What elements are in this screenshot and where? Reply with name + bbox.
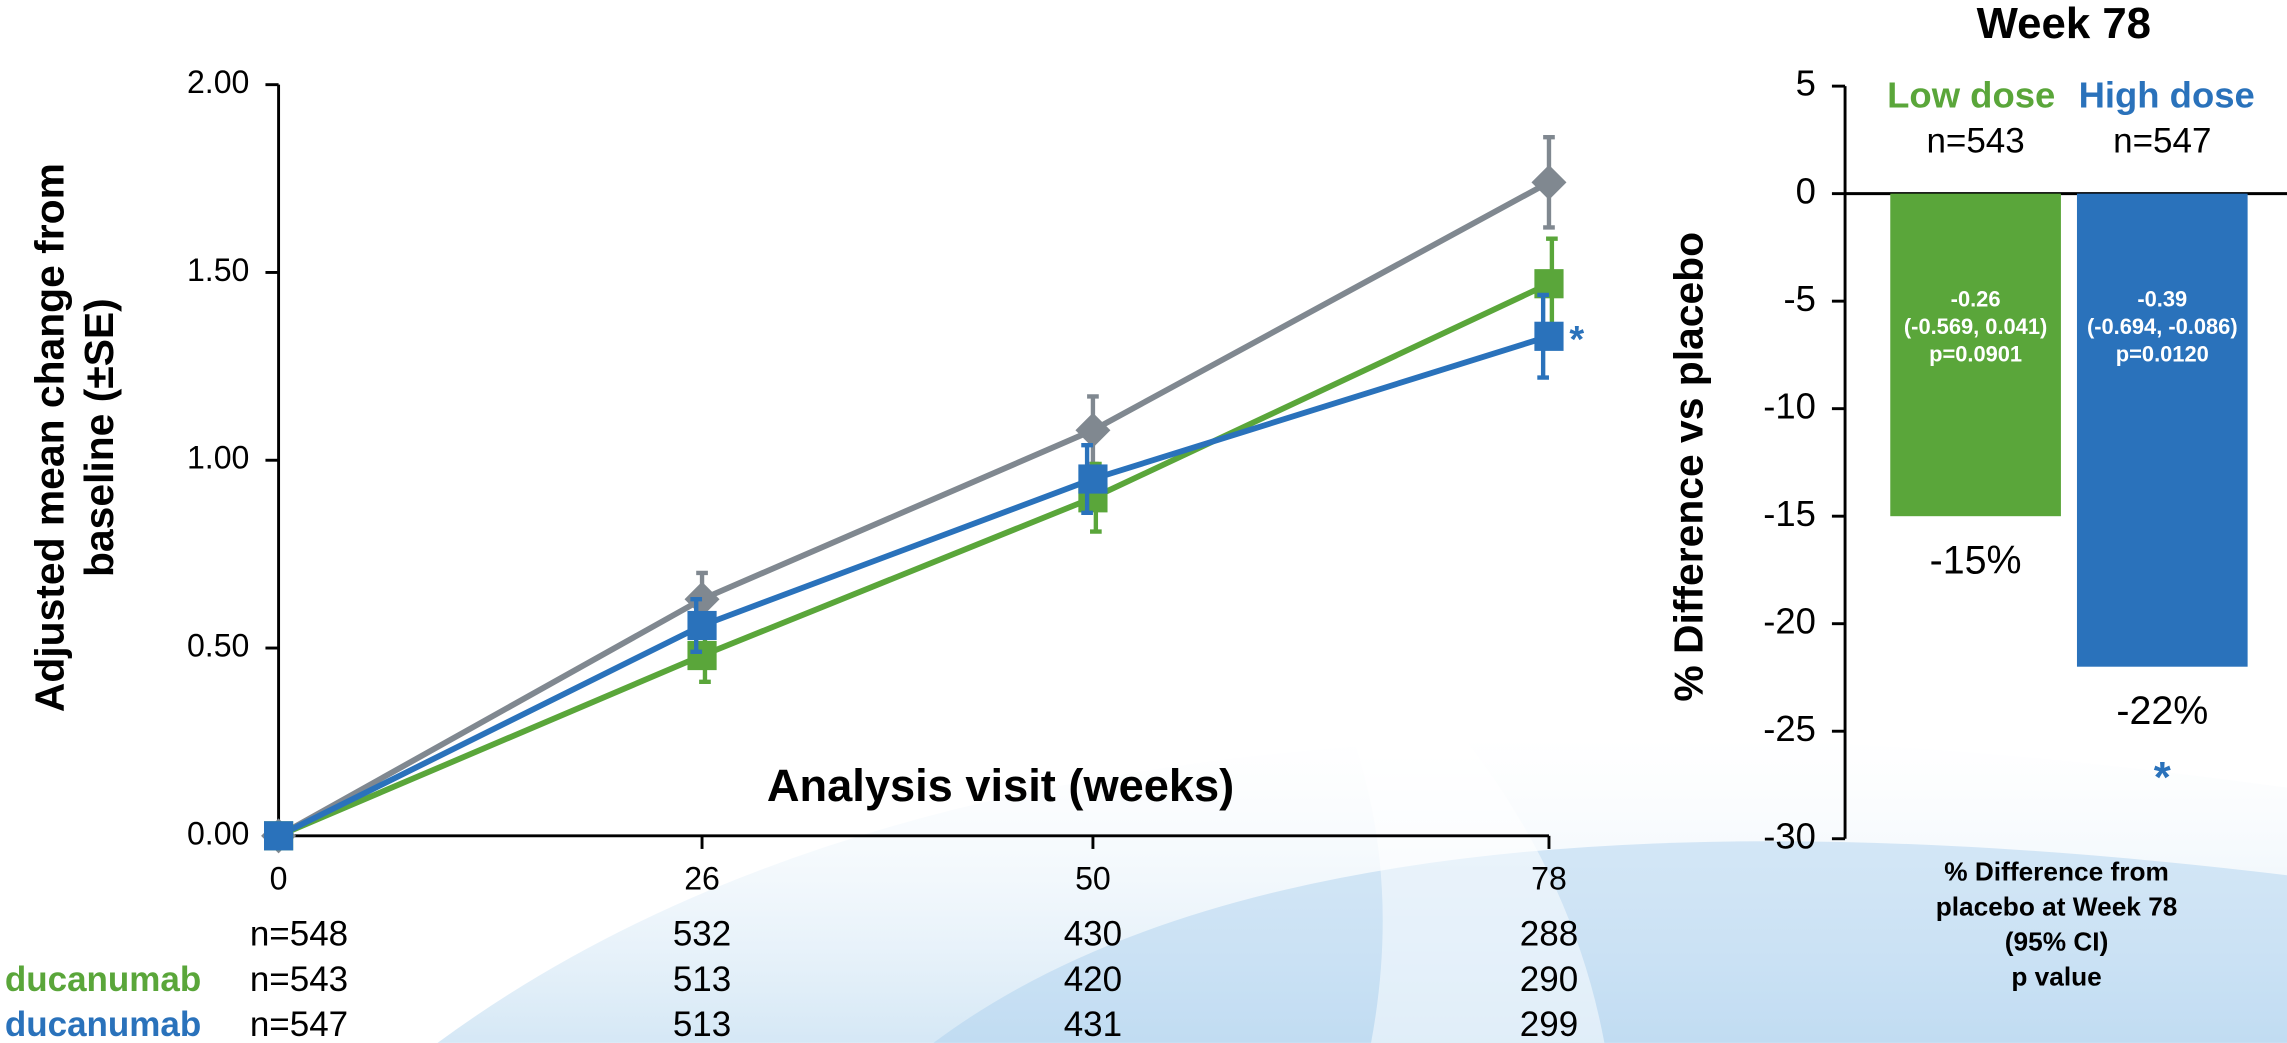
chart-title: Week 78 (1977, 0, 2151, 48)
category-label: High dose (2079, 74, 2255, 115)
y-tick-label: -5 (1783, 278, 1815, 319)
y-axis-label: Adjusted mean change from (26, 163, 72, 712)
x-axis-label: placebo at Week 78 (1936, 892, 2178, 922)
x-axis-label: Analysis visit (weeks) (767, 760, 1234, 811)
y-tick-label: -20 (1763, 600, 1816, 641)
n-label: n=543 (1926, 121, 2024, 160)
bar-inner-label: (-0.694, -0.086) (2087, 314, 2238, 339)
x-tick-label: 50 (1075, 861, 1111, 897)
row-label: ducanumab (5, 960, 201, 999)
bar-inner-label: -0.39 (2137, 286, 2187, 311)
category-label: Low dose (1887, 74, 2055, 115)
marker (1075, 412, 1111, 448)
x-axis-label: (95% CI) (2005, 927, 2109, 957)
value-label: -15% (1930, 538, 2022, 582)
n-count: 288 (1520, 915, 1578, 954)
annotation: * (1569, 319, 1584, 361)
x-tick-label: 78 (1531, 861, 1567, 897)
y-tick-label: 0.00 (187, 815, 249, 851)
y-tick-label: -30 (1763, 815, 1816, 856)
bar-inner-label: p=0.0120 (2116, 342, 2209, 367)
y-axis-label: baseline (±SE) (76, 298, 122, 577)
n-count: 431 (1064, 1005, 1122, 1043)
x-tick-label: 26 (684, 861, 720, 897)
marker (687, 640, 717, 671)
bar-inner-label: (-0.569, 0.041) (1904, 314, 2047, 339)
x-axis-label: p value (2011, 962, 2101, 992)
series-line (277, 333, 1550, 839)
x-tick-label: 0 (270, 861, 288, 897)
n-count: 513 (673, 960, 731, 999)
n-count: 420 (1064, 960, 1122, 999)
n-count: 532 (673, 915, 731, 954)
bar-inner-label: p=0.0901 (1929, 342, 2022, 367)
annotation: * (2154, 753, 2171, 802)
y-axis-label: % Difference vs placebo (1666, 232, 1712, 702)
y-tick-label: 2.00 (187, 64, 249, 100)
n-count: 290 (1520, 960, 1578, 999)
n-count: 299 (1520, 1005, 1578, 1043)
value-label: -22% (2116, 689, 2208, 733)
y-tick-label: 1.00 (187, 440, 249, 476)
y-tick-label: -15 (1763, 493, 1816, 534)
y-tick-label: 0 (1796, 170, 1816, 211)
y-tick-label: 0.50 (187, 627, 249, 663)
n-count: n=547 (250, 1005, 348, 1043)
marker (263, 821, 294, 851)
n-count: n=548 (250, 915, 348, 954)
y-tick-label: -25 (1763, 708, 1816, 749)
n-label: n=547 (2113, 121, 2211, 160)
background-swoosh (933, 841, 2287, 1043)
row-label: ducanumab (5, 1005, 201, 1043)
y-tick-label: -10 (1763, 385, 1816, 426)
background-swoosh (1196, 495, 1605, 1043)
y-tick-label: 5 (1796, 63, 1816, 104)
marker (1531, 164, 1567, 200)
marker (1078, 464, 1108, 494)
bar-inner-label: -0.26 (1951, 286, 2001, 311)
x-axis-label: % Difference from (1944, 857, 2169, 887)
marker (1534, 321, 1564, 351)
series-line (277, 281, 1551, 839)
bar (2076, 193, 2248, 667)
series-line (277, 179, 1551, 839)
background-swoosh (437, 737, 2287, 1043)
marker (687, 610, 717, 641)
y-tick-label: 1.50 (187, 252, 249, 288)
n-count: 513 (673, 1005, 731, 1043)
bar (1890, 193, 2061, 517)
n-count: 430 (1064, 915, 1122, 954)
n-count: n=543 (250, 960, 348, 999)
